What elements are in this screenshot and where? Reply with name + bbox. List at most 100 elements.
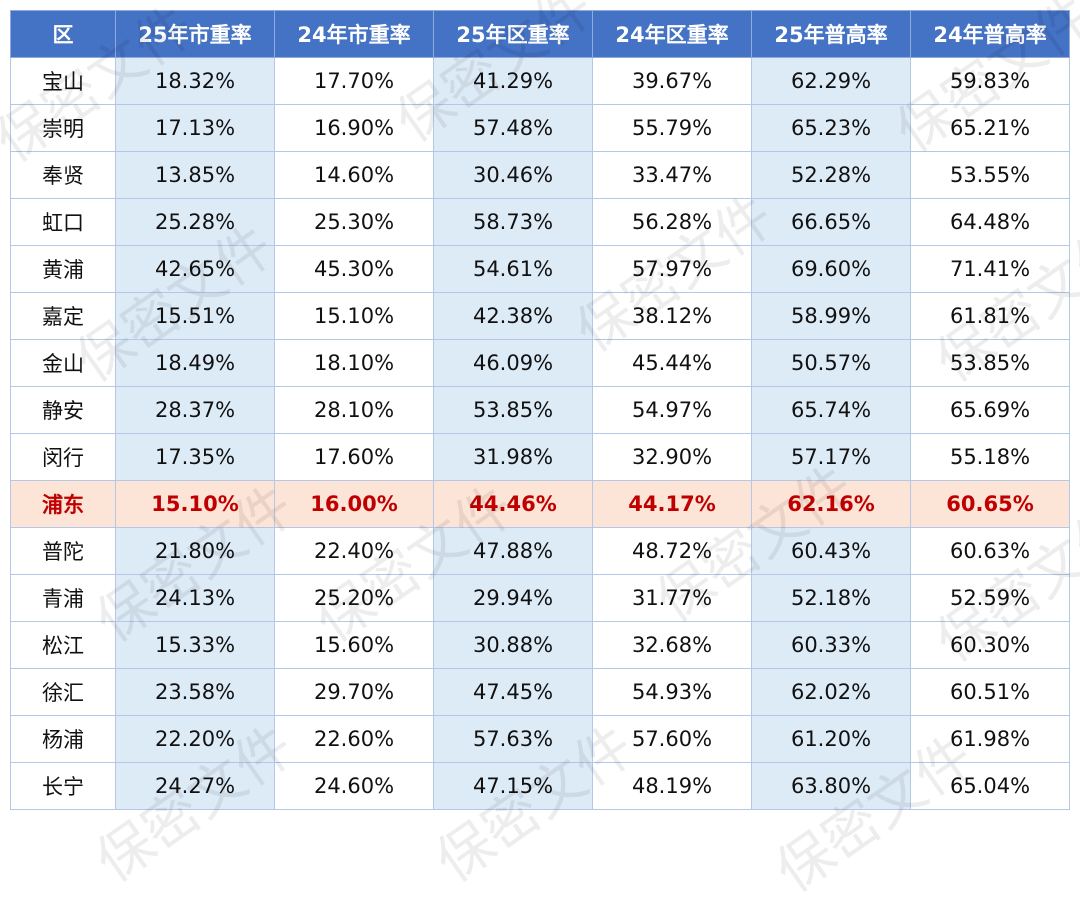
rate-cell: 44.46% [433,480,593,528]
district-rates-table: 区 25年市重率 24年市重率 25年区重率 24年区重率 25年普高率 24年普高率 宝山… [10,10,1070,810]
rate-cell: 50.57% [751,339,911,387]
rate-cell: 47.15% [433,762,593,810]
rate-cell: 63.80% [751,762,911,810]
rate-cell: 65.69% [910,386,1070,434]
rate-cell: 31.98% [433,433,593,481]
rate-cell: 44.17% [592,480,752,528]
rate-cell: 22.60% [274,715,434,763]
rate-cell: 31.77% [592,574,752,622]
rate-cell: 29.70% [274,668,434,716]
district-cell: 普陀 [10,527,116,575]
rate-cell: 59.83% [910,57,1070,105]
rate-cell: 30.88% [433,621,593,669]
table-row: 浦东 15.10% 16.00% 44.46% 44.17% 62.16% 60.65% [10,480,1070,528]
rate-cell: 64.48% [910,198,1070,246]
header-row: 区 25年市重率 24年市重率 25年区重率 24年区重率 25年普高率 24年普高率 [10,10,1070,58]
rate-cell: 22.40% [274,527,434,575]
rate-cell: 25.20% [274,574,434,622]
rate-cell: 61.98% [910,715,1070,763]
table-row: 嘉定 15.51% 15.10% 42.38% 38.12% 58.99% 61.81% [10,292,1070,340]
rate-cell: 54.61% [433,245,593,293]
table-row: 青浦 24.13% 25.20% 29.94% 31.77% 52.18% 52.59% [10,574,1070,622]
rate-cell: 17.13% [115,104,275,152]
rate-cell: 15.51% [115,292,275,340]
rate-cell: 57.48% [433,104,593,152]
rate-cell: 55.79% [592,104,752,152]
district-cell: 松江 [10,621,116,669]
rate-cell: 24.13% [115,574,275,622]
district-cell: 浦东 [10,480,116,528]
column-header: 24年普高率 [910,10,1070,58]
rate-cell: 60.51% [910,668,1070,716]
rate-cell: 21.80% [115,527,275,575]
rate-cell: 32.90% [592,433,752,481]
table-row: 静安 28.37% 28.10% 53.85% 54.97% 65.74% 65.69% [10,386,1070,434]
rate-cell: 66.65% [751,198,911,246]
district-cell: 奉贤 [10,151,116,199]
column-header: 24年区重率 [592,10,752,58]
rate-cell: 33.47% [592,151,752,199]
rate-cell: 52.18% [751,574,911,622]
rate-cell: 39.67% [592,57,752,105]
rate-cell: 13.85% [115,151,275,199]
rate-cell: 41.29% [433,57,593,105]
table-row: 虹口 25.28% 25.30% 58.73% 56.28% 66.65% 64.48% [10,198,1070,246]
rate-cell: 15.10% [274,292,434,340]
rate-cell: 65.04% [910,762,1070,810]
rate-cell: 62.16% [751,480,911,528]
column-header: 区 [10,10,116,58]
rate-cell: 29.94% [433,574,593,622]
rate-cell: 48.72% [592,527,752,575]
district-cell: 宝山 [10,57,116,105]
table-row: 崇明 17.13% 16.90% 57.48% 55.79% 65.23% 65.21% [10,104,1070,152]
rate-cell: 61.81% [910,292,1070,340]
rate-cell: 17.60% [274,433,434,481]
rate-cell: 47.45% [433,668,593,716]
rate-cell: 16.90% [274,104,434,152]
rate-cell: 24.27% [115,762,275,810]
rate-cell: 45.44% [592,339,752,387]
rate-cell: 30.46% [433,151,593,199]
rate-cell: 15.10% [115,480,275,528]
table-row: 杨浦 22.20% 22.60% 57.63% 57.60% 61.20% 61.98% [10,715,1070,763]
district-cell: 长宁 [10,762,116,810]
rate-cell: 46.09% [433,339,593,387]
table-row: 金山 18.49% 18.10% 46.09% 45.44% 50.57% 53.85% [10,339,1070,387]
rate-cell: 42.65% [115,245,275,293]
rate-cell: 23.58% [115,668,275,716]
district-cell: 静安 [10,386,116,434]
column-header: 24年市重率 [274,10,434,58]
rate-cell: 15.60% [274,621,434,669]
column-header: 25年市重率 [115,10,275,58]
table-row: 闵行 17.35% 17.60% 31.98% 32.90% 57.17% 55.18% [10,433,1070,481]
rate-cell: 54.97% [592,386,752,434]
rate-cell: 57.63% [433,715,593,763]
rate-cell: 18.10% [274,339,434,387]
rate-cell: 55.18% [910,433,1070,481]
rate-cell: 45.30% [274,245,434,293]
table-row: 松江 15.33% 15.60% 30.88% 32.68% 60.33% 60.30% [10,621,1070,669]
rate-cell: 71.41% [910,245,1070,293]
table-row: 黄浦 42.65% 45.30% 54.61% 57.97% 69.60% 71.41% [10,245,1070,293]
rate-cell: 57.60% [592,715,752,763]
rate-cell: 56.28% [592,198,752,246]
rate-cell: 57.17% [751,433,911,481]
rate-cell: 38.12% [592,292,752,340]
rate-cell: 61.20% [751,715,911,763]
rate-cell: 65.74% [751,386,911,434]
rate-cell: 62.02% [751,668,911,716]
rate-cell: 17.70% [274,57,434,105]
district-cell: 虹口 [10,198,116,246]
table-row: 徐汇 23.58% 29.70% 47.45% 54.93% 62.02% 60.51% [10,668,1070,716]
rate-cell: 28.37% [115,386,275,434]
rate-cell: 18.49% [115,339,275,387]
rate-cell: 16.00% [274,480,434,528]
rate-cell: 25.28% [115,198,275,246]
rate-cell: 60.33% [751,621,911,669]
rate-cell: 53.85% [433,386,593,434]
rate-cell: 53.55% [910,151,1070,199]
column-header: 25年普高率 [751,10,911,58]
district-cell: 黄浦 [10,245,116,293]
rate-cell: 32.68% [592,621,752,669]
rate-cell: 24.60% [274,762,434,810]
